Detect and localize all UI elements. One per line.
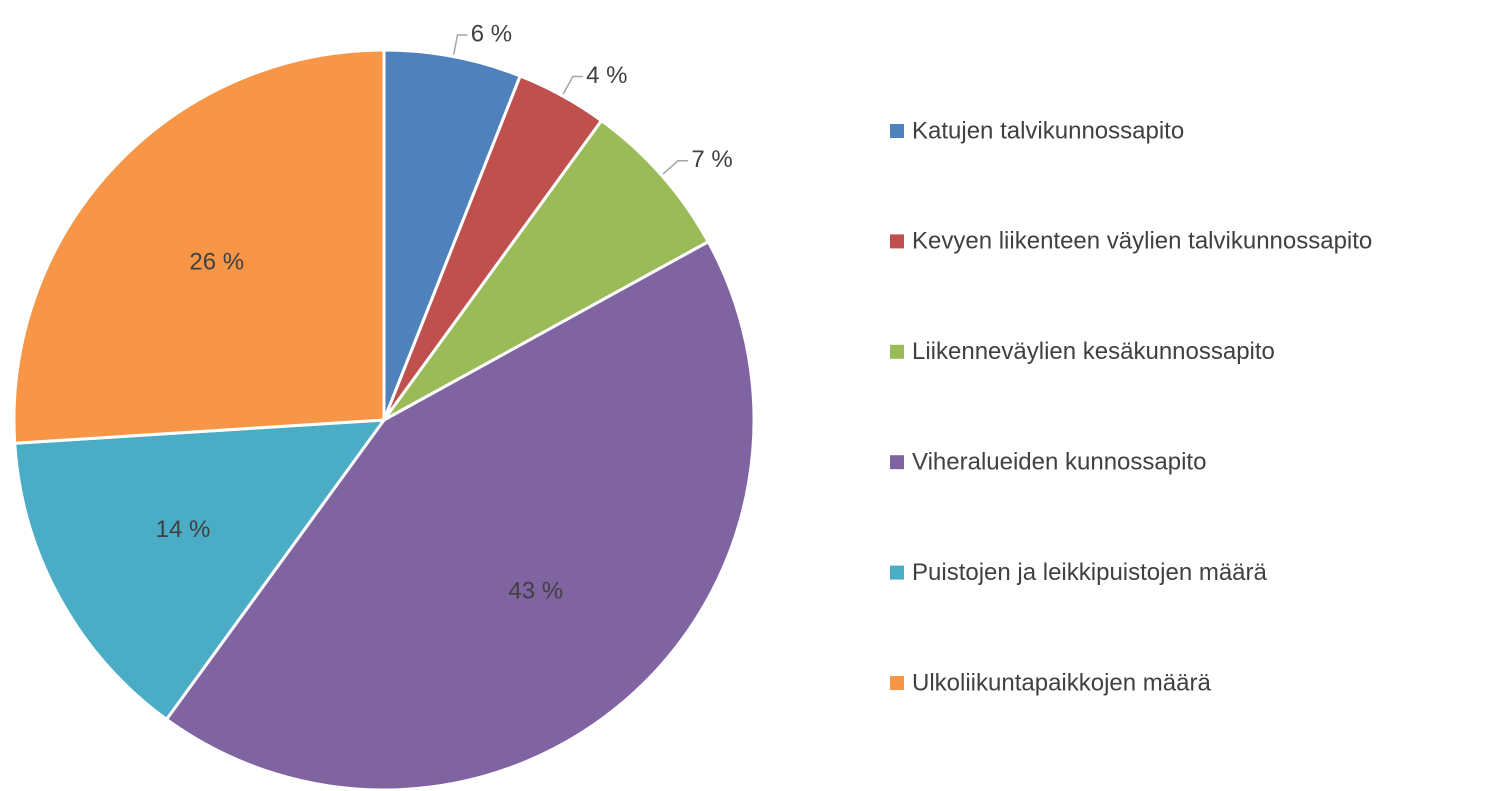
pie-slice [12, 48, 386, 445]
pie-slice [382, 48, 523, 421]
legend-swatch [890, 676, 904, 690]
pie-slice [164, 239, 756, 791]
leader-line [452, 34, 468, 55]
legend-label: Kevyen liikenteen väylien talvikunnossap… [912, 228, 1372, 255]
legend-label: Ulkoliikuntapaikkojen määrä [912, 669, 1211, 696]
data-label: 6 % [471, 20, 512, 47]
data-label: 14 % [156, 516, 211, 543]
legend-swatch [890, 344, 904, 359]
data-label: 7 % [691, 146, 732, 173]
leader-line [562, 75, 583, 95]
legend-label: Liikenneväylien kesäkunnossapito [912, 338, 1275, 365]
legend-label: Viheralueiden kunnossapito [912, 449, 1206, 476]
legend-label: Puistojen ja leikkipuistojen määrä [912, 559, 1268, 586]
data-label: 26 % [189, 248, 244, 275]
data-label: 43 % [508, 577, 563, 604]
legend-swatch [890, 234, 904, 249]
data-label: 4 % [586, 62, 627, 89]
legend-swatch [890, 455, 904, 470]
pie-slice [13, 418, 388, 722]
legend-swatch [890, 565, 904, 580]
pie-slice [382, 118, 711, 422]
legend-swatch [890, 124, 904, 138]
legend-label: Katujen talvikunnossapito [912, 117, 1184, 144]
leader-line [662, 160, 689, 175]
